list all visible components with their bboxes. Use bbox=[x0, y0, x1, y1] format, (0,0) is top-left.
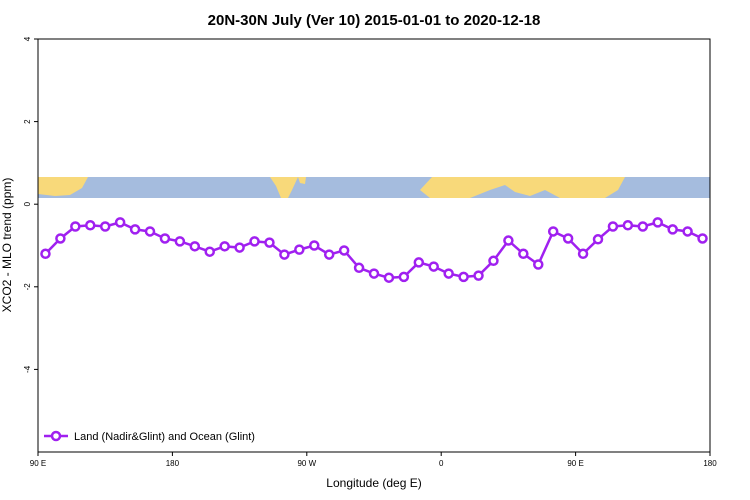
data-point bbox=[488, 255, 499, 267]
data-point bbox=[353, 262, 365, 274]
x-tick-label: 180 bbox=[703, 459, 717, 468]
data-point bbox=[114, 217, 126, 228]
chart-title: 20N-30N July (Ver 10) 2015-01-01 to 2020… bbox=[208, 12, 541, 29]
data-point bbox=[592, 234, 604, 245]
x-tick-label: 90 E bbox=[567, 459, 583, 468]
y-tick-label: -4 bbox=[23, 365, 32, 373]
data-point bbox=[234, 242, 245, 253]
data-point bbox=[562, 233, 574, 244]
data-point bbox=[219, 241, 230, 252]
x-tick-label: 180 bbox=[166, 459, 180, 468]
x-tick-label: 0 bbox=[439, 459, 444, 468]
map-strip bbox=[38, 177, 710, 198]
data-point bbox=[249, 236, 260, 247]
data-point bbox=[697, 233, 708, 244]
data-point bbox=[533, 259, 544, 270]
data-point bbox=[159, 233, 171, 244]
data-point bbox=[667, 224, 678, 235]
data-point bbox=[129, 224, 141, 235]
data-point bbox=[70, 221, 81, 232]
data-point bbox=[652, 217, 663, 228]
data-point bbox=[264, 237, 275, 248]
y-tick-label: 4 bbox=[23, 36, 32, 41]
data-point bbox=[428, 261, 439, 272]
data-point bbox=[85, 220, 96, 231]
y-tick-label: 0 bbox=[23, 201, 32, 206]
data-point bbox=[518, 248, 529, 260]
data-point bbox=[637, 221, 649, 232]
data-point bbox=[398, 271, 410, 283]
data-point bbox=[682, 226, 693, 237]
data-point bbox=[503, 235, 514, 246]
data-point bbox=[204, 246, 215, 257]
data-point bbox=[338, 245, 350, 256]
data-point bbox=[577, 248, 589, 260]
y-tick-label: -2 bbox=[23, 283, 32, 291]
plot-frame bbox=[37, 38, 711, 453]
data-point bbox=[279, 249, 290, 260]
data-point bbox=[383, 272, 395, 283]
data-point bbox=[40, 248, 51, 260]
data-point bbox=[189, 241, 201, 252]
x-tick-label: 90 W bbox=[297, 459, 316, 468]
data-point bbox=[547, 226, 559, 237]
data-point bbox=[473, 270, 484, 281]
data-point bbox=[294, 244, 305, 255]
x-tick-label: 90 E bbox=[30, 459, 46, 468]
y-axis-title: XCO2 - MLO trend (ppm) bbox=[0, 178, 14, 313]
data-point bbox=[443, 268, 454, 279]
legend-marker bbox=[50, 430, 62, 442]
data-point bbox=[174, 236, 186, 247]
data-point bbox=[607, 221, 619, 232]
x-axis-title: Longitude (deg E) bbox=[326, 476, 421, 490]
data-point bbox=[413, 257, 425, 268]
data-point bbox=[323, 249, 335, 260]
data-point bbox=[309, 240, 320, 251]
data-point bbox=[458, 271, 469, 283]
data-point bbox=[144, 226, 156, 237]
data-point bbox=[368, 268, 380, 279]
data-point bbox=[99, 221, 111, 232]
data-point bbox=[622, 220, 634, 231]
y-tick-label: 2 bbox=[23, 119, 32, 124]
legend-label: Land (Nadir&Glint) and Ocean (Glint) bbox=[74, 431, 255, 443]
data-point bbox=[55, 233, 66, 244]
